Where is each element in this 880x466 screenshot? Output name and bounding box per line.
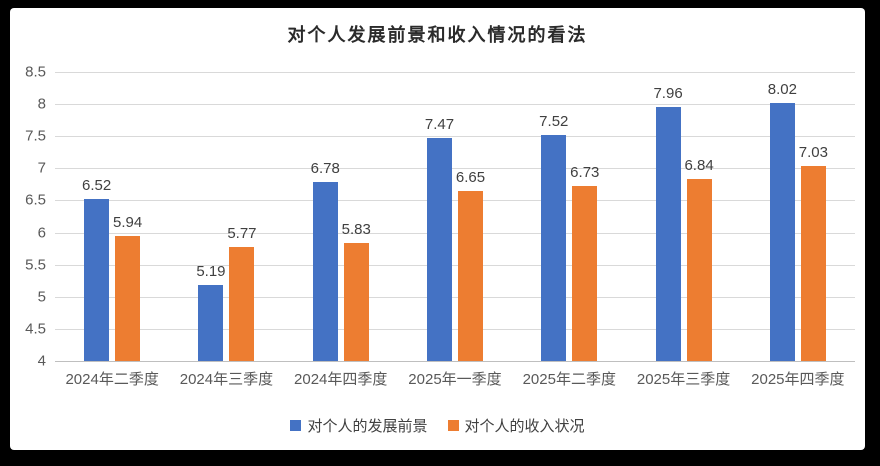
bar-group: 8.02 7.03: [741, 72, 855, 361]
bar: 5.19: [196, 263, 226, 361]
bar: 6.65: [456, 169, 485, 361]
chart-frame: 对个人发展前景和收入情况的看法 4 4.5 5 5.5 6 6.5 7 7.5 8 8.5 6.52…: [10, 8, 865, 450]
bar-value-label: 7.52: [539, 112, 569, 130]
x-axis: 2024年二季度 2024年三季度 2024年四季度 2025年一季度 2025年二季度…: [55, 368, 855, 389]
bar: 6.78: [311, 160, 340, 361]
bar-value-label: 6.73: [570, 163, 600, 181]
bar-value-label: 6.84: [684, 156, 714, 174]
bar: 6.52: [82, 177, 111, 361]
legend-series-label: 对个人的发展前景: [307, 418, 428, 435]
bar-group: 6.78 5.83: [284, 72, 398, 361]
plot-area: 4 4.5 5 5.5 6 6.5 7 7.5 8 8.5 6.52 5.94 5.19 5.77 6.78…: [25, 64, 855, 370]
bar: 7.03: [799, 144, 828, 361]
bar-group: 5.19 5.77: [169, 72, 283, 361]
bar-value-label: 7.03: [798, 144, 828, 162]
bar: 5.77: [227, 225, 257, 361]
gridline: [55, 200, 855, 202]
gridline: [55, 361, 855, 362]
y-tick-label: 4: [37, 352, 46, 370]
x-tick-label: 2024年四季度: [294, 371, 388, 388]
y-tick-label: 5.5: [25, 256, 46, 274]
y-tick-label: 8: [37, 95, 46, 113]
legend-item: 对个人的收入状况: [447, 415, 585, 436]
bar-value-label: 6.65: [455, 168, 486, 186]
y-tick-label: 8.5: [25, 63, 46, 81]
gridline: [55, 296, 855, 298]
gridline: [55, 72, 855, 73]
bar-value-label: 6.52: [82, 177, 112, 195]
bar: 6.73: [570, 164, 599, 361]
bar-group: 6.52 5.94: [55, 72, 169, 361]
bar: 7.47: [425, 116, 454, 361]
legend-item: 对个人的发展前景: [290, 415, 428, 436]
bar-group: 7.47 6.65: [398, 72, 512, 361]
x-tick-label: 2024年二季度: [65, 371, 159, 388]
bar: 7.96: [653, 85, 683, 361]
bar-group: 7.52 6.73: [512, 72, 626, 361]
y-tick-label: 5: [37, 288, 46, 306]
bar: 7.52: [539, 113, 568, 361]
x-tick-label: 2024年三季度: [179, 371, 274, 388]
x-tick-label: 2025年二季度: [522, 371, 616, 388]
legend: 对个人的发展前景 对个人的收入状况: [10, 415, 865, 436]
gridline: [55, 136, 855, 138]
bar-group: 7.96 6.84: [626, 72, 740, 361]
bar-value-label: 5.77: [227, 225, 257, 243]
chart-title: 对个人发展前景和收入情况的看法: [287, 25, 588, 45]
legend-series-label: 对个人的收入状况: [464, 418, 585, 435]
bar-value-label: 7.47: [424, 116, 455, 134]
y-tick-label: 6.5: [25, 191, 46, 209]
x-tick-label: 2025年一季度: [408, 371, 502, 388]
bar: 6.84: [684, 157, 714, 361]
bar: 8.02: [768, 81, 797, 361]
y-tick-label: 7.5: [25, 127, 46, 145]
y-tick-label: 6: [37, 224, 46, 242]
gridline: [55, 104, 855, 106]
bar-value-label: 8.02: [767, 80, 797, 98]
bar-value-label: 5.19: [196, 262, 226, 280]
gridline: [55, 168, 855, 170]
bar-value-label: 5.83: [341, 221, 371, 239]
x-tick-label: 2025年三季度: [636, 371, 731, 388]
bar-value-label: 7.96: [653, 84, 683, 102]
bar-value-label: 6.78: [310, 160, 340, 178]
gridline: [55, 232, 855, 234]
bar-value-label: 5.94: [113, 214, 143, 232]
legend-swatch-icon: [447, 420, 459, 431]
x-tick-label: 2025年四季度: [751, 371, 845, 388]
gridline: [55, 264, 855, 266]
y-tick-label: 7: [37, 159, 46, 177]
y-tick-label: 4.5: [25, 320, 46, 338]
gridline: [55, 328, 855, 330]
bar: 5.94: [113, 214, 142, 361]
legend-swatch-icon: [290, 420, 302, 431]
bar: 5.83: [342, 221, 371, 361]
